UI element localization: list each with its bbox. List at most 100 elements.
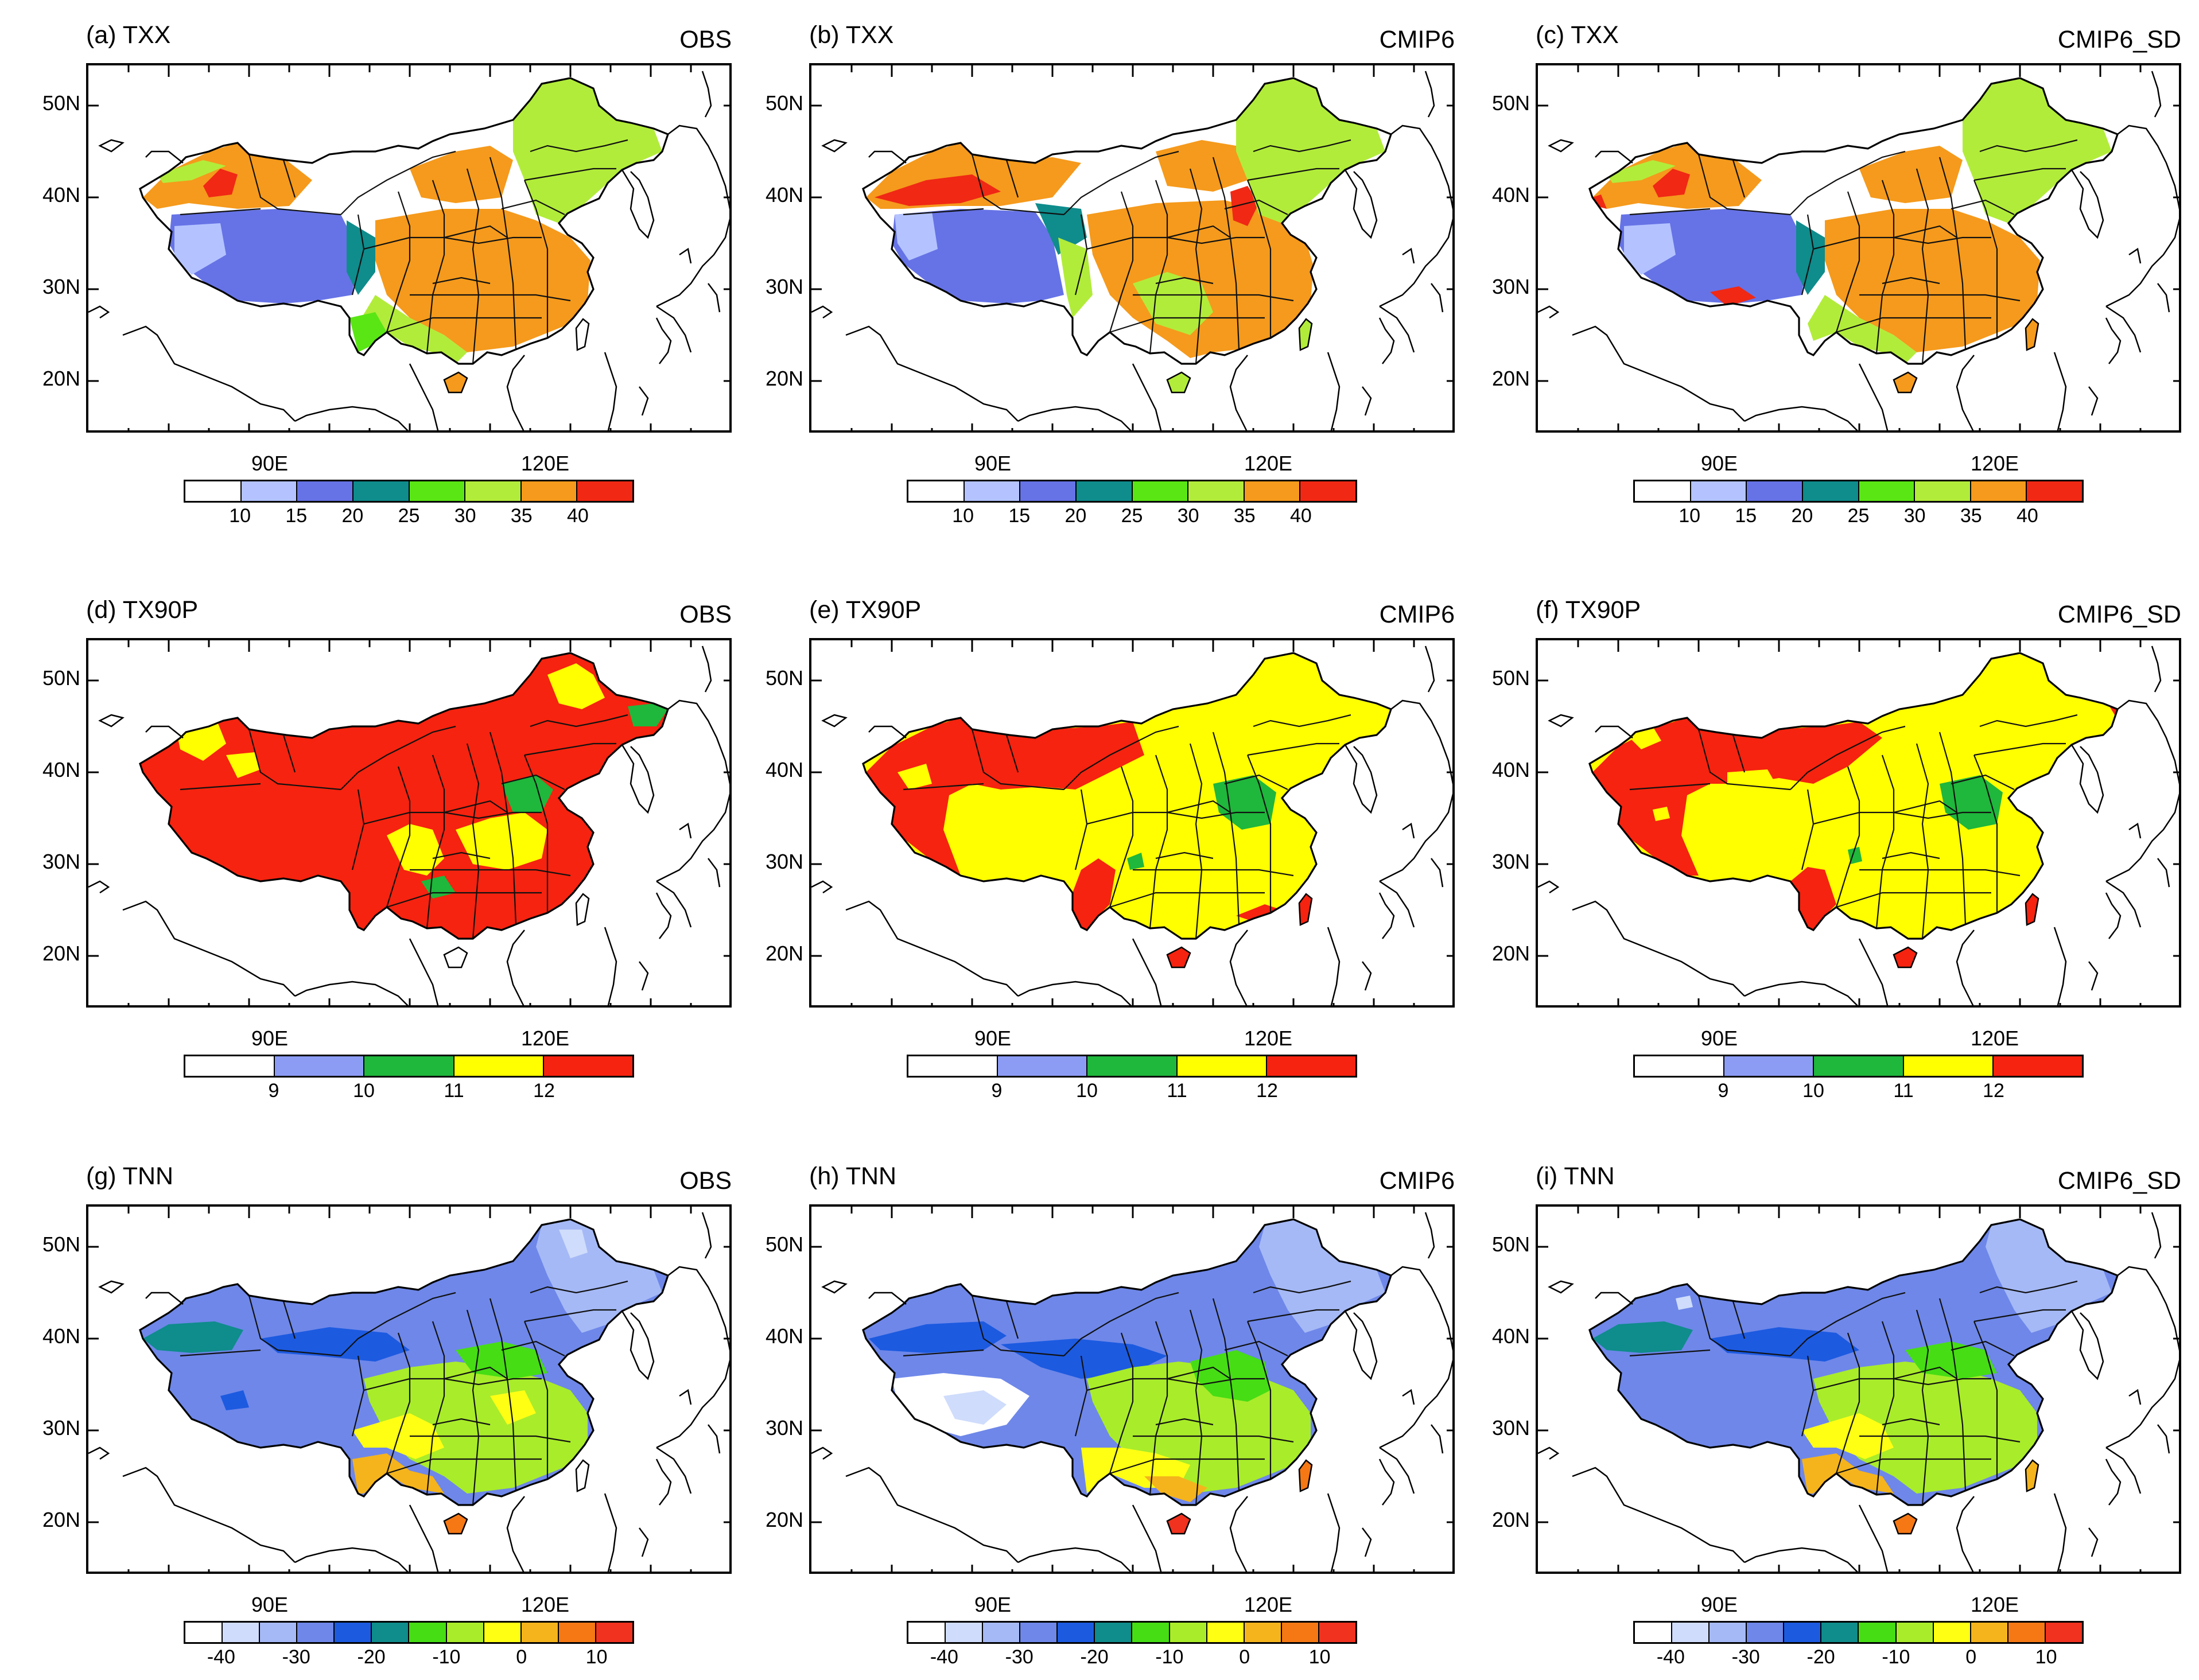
province-boundary bbox=[426, 1321, 445, 1495]
colorbar-label: 0 bbox=[1239, 1646, 1250, 1668]
colorbar-label: -40 bbox=[930, 1646, 958, 1668]
hainan-island bbox=[1893, 946, 1918, 969]
coastline bbox=[2105, 317, 2122, 364]
coastline bbox=[656, 305, 692, 353]
coastline bbox=[1379, 1446, 1415, 1494]
coastline bbox=[88, 305, 110, 319]
coastline bbox=[1572, 1467, 1745, 1563]
coastline bbox=[1538, 1446, 1560, 1460]
coastline bbox=[2070, 1310, 2104, 1380]
coastline bbox=[701, 645, 712, 693]
province-boundary bbox=[363, 811, 542, 825]
colorbar-swatch bbox=[1814, 1056, 1904, 1076]
lat-label: 40N bbox=[765, 758, 803, 781]
shaded-region bbox=[1710, 286, 1756, 306]
province-boundary bbox=[1224, 774, 1288, 790]
province-boundary bbox=[1247, 168, 1339, 181]
coastline bbox=[655, 317, 672, 364]
colorbar-label: 30 bbox=[1903, 505, 1926, 527]
shaded-region bbox=[513, 78, 662, 223]
province-boundary bbox=[971, 729, 1064, 791]
colorbar-swatch bbox=[1993, 1056, 2083, 1076]
province-boundary bbox=[1005, 734, 1019, 773]
coastline bbox=[145, 725, 184, 738]
colorbar-label: 9 bbox=[991, 1080, 1003, 1102]
taiwan-island bbox=[2025, 318, 2039, 351]
province-boundary bbox=[1155, 851, 1214, 860]
coastline bbox=[1379, 1266, 1452, 1449]
coastline bbox=[409, 363, 439, 430]
outside-mask bbox=[1538, 640, 2179, 1005]
coastline bbox=[98, 139, 125, 153]
coastline bbox=[1362, 1527, 1372, 1557]
lat-label: 50N bbox=[1491, 91, 1530, 115]
colorbar-label: -20 bbox=[1080, 1646, 1109, 1668]
coastline bbox=[145, 1292, 184, 1305]
colorbar-label: 12 bbox=[533, 1080, 555, 1102]
shaded-region bbox=[1230, 186, 1259, 226]
colorbar-label: 10 bbox=[1308, 1646, 1331, 1668]
map-canvas bbox=[811, 65, 1452, 430]
colorbar bbox=[907, 480, 1357, 503]
shaded-region bbox=[898, 764, 932, 790]
coastline bbox=[1744, 981, 1858, 1005]
province-boundary bbox=[1951, 199, 2015, 215]
shaded-region bbox=[1592, 718, 1882, 876]
colorbar bbox=[184, 1055, 634, 1078]
coastline bbox=[2128, 822, 2142, 839]
coastline bbox=[1744, 406, 1858, 430]
province-boundary bbox=[386, 191, 411, 333]
province-boundary bbox=[501, 774, 565, 790]
colorbar-swatch bbox=[1281, 1623, 1319, 1642]
province-boundary bbox=[1973, 180, 1998, 338]
province-boundary bbox=[1893, 800, 1957, 814]
province-boundary bbox=[282, 160, 296, 198]
lon-label: 120E bbox=[1970, 1593, 2019, 1616]
colorbar-swatch bbox=[185, 1056, 275, 1076]
colorbar-swatch bbox=[908, 1623, 946, 1642]
coastline bbox=[868, 1292, 907, 1305]
colorbar-swatch bbox=[1266, 1056, 1356, 1076]
shaded-region bbox=[261, 1327, 410, 1362]
outside-mask bbox=[88, 1207, 729, 1572]
coastline bbox=[2105, 305, 2142, 353]
map-frame bbox=[86, 638, 732, 1008]
province-boundary bbox=[524, 742, 616, 756]
province-boundary bbox=[1835, 191, 1860, 333]
coastline bbox=[1378, 1459, 1395, 1506]
colorbar-swatch bbox=[1971, 1623, 2008, 1642]
province-boundary bbox=[1629, 208, 1711, 216]
province-boundary bbox=[1835, 1332, 1860, 1474]
shaded-region bbox=[1727, 827, 1747, 841]
coastline bbox=[1431, 858, 1444, 888]
province-boundary bbox=[1836, 1458, 1991, 1475]
colorbar-label: 25 bbox=[1847, 505, 1870, 527]
lon-label: 90E bbox=[251, 1026, 289, 1050]
province-boundary bbox=[1875, 755, 1895, 929]
province-boundary bbox=[426, 755, 445, 929]
panel-source-label: OBS bbox=[679, 26, 732, 53]
colorbar-label: 35 bbox=[1233, 505, 1256, 527]
panel-title: (b) TXX bbox=[809, 21, 894, 49]
coastline bbox=[1362, 961, 1372, 991]
taiwan-island bbox=[575, 893, 590, 926]
province-boundary bbox=[1697, 1295, 1791, 1357]
coastline bbox=[409, 1504, 439, 1572]
colorbar-swatch bbox=[1244, 1623, 1282, 1642]
shaded-region bbox=[1653, 169, 1690, 197]
panel-source-label: OBS bbox=[679, 601, 732, 628]
coastline bbox=[604, 1493, 617, 1572]
colorbar-swatch bbox=[577, 481, 632, 501]
coastline bbox=[1229, 1496, 1248, 1572]
coastline bbox=[2053, 1493, 2067, 1572]
colorbar bbox=[1633, 480, 2084, 503]
coastline bbox=[2157, 858, 2170, 888]
coastline bbox=[639, 1527, 649, 1557]
coastline bbox=[656, 1266, 729, 1449]
shaded-region bbox=[1630, 726, 1661, 749]
china-border bbox=[139, 1218, 669, 1506]
lat-label: 20N bbox=[42, 1508, 80, 1531]
colorbar-label: 10 bbox=[1679, 505, 1701, 527]
coastline bbox=[294, 981, 409, 1005]
colorbar-swatch bbox=[1635, 1056, 1725, 1076]
